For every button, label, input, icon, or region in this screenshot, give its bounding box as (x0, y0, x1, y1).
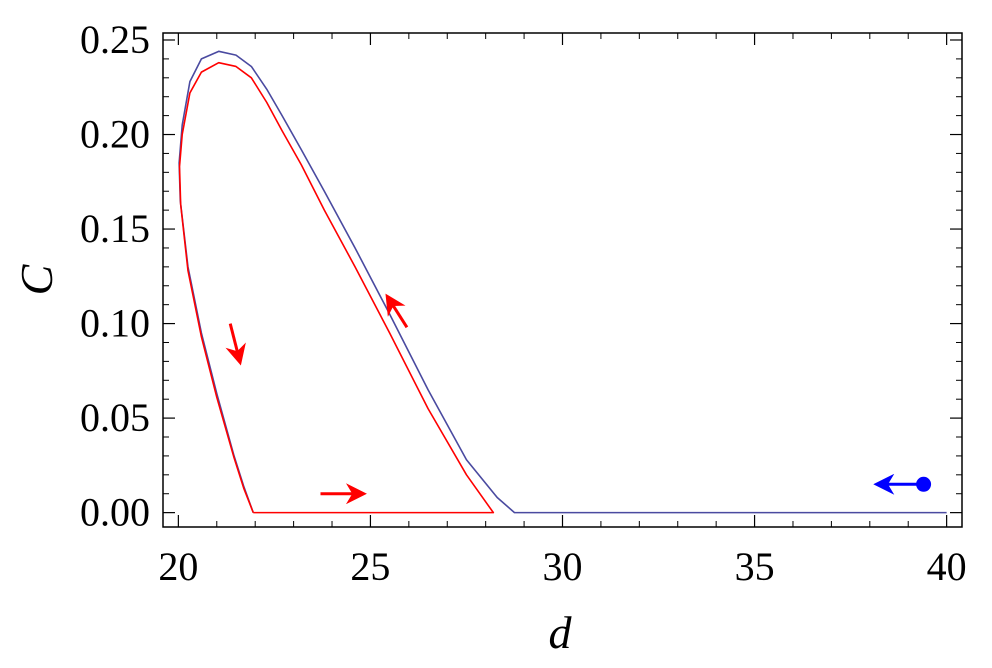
minor-ticks (163, 33, 962, 527)
x-axis-ticks (177, 33, 948, 527)
direction-arrow (225, 323, 246, 366)
y-tick-label: 0.10 (80, 301, 150, 346)
x-tick-label: 30 (543, 544, 583, 589)
x-axis-tick-labels: 20 25 30 35 40 (158, 544, 966, 589)
y-tick-label: 0.15 (80, 206, 150, 251)
annotation-layer (225, 293, 932, 505)
start-point-marker (916, 476, 932, 492)
y-tick-label: 0.20 (80, 112, 150, 157)
plot-frame (162, 32, 963, 528)
y-tick-label: 0.00 (80, 490, 150, 535)
y-axis-label: C (11, 263, 62, 295)
y-tick-label: 0.25 (80, 17, 150, 62)
x-axis-label: d (549, 607, 573, 658)
series-line-2 (178, 61, 495, 514)
series-line-1 (178, 50, 947, 514)
series-layer (178, 50, 947, 514)
x-tick-label: 20 (158, 544, 198, 589)
y-tick-label: 0.05 (80, 395, 150, 440)
y-axis-ticks (163, 39, 962, 514)
x-tick-label: 35 (735, 544, 775, 589)
x-tick-label: 25 (350, 544, 390, 589)
y-axis-tick-labels: 0.00 0.05 0.10 0.15 0.20 0.25 (80, 17, 150, 535)
x-tick-label: 40 (927, 544, 967, 589)
direction-arrow (385, 293, 409, 329)
